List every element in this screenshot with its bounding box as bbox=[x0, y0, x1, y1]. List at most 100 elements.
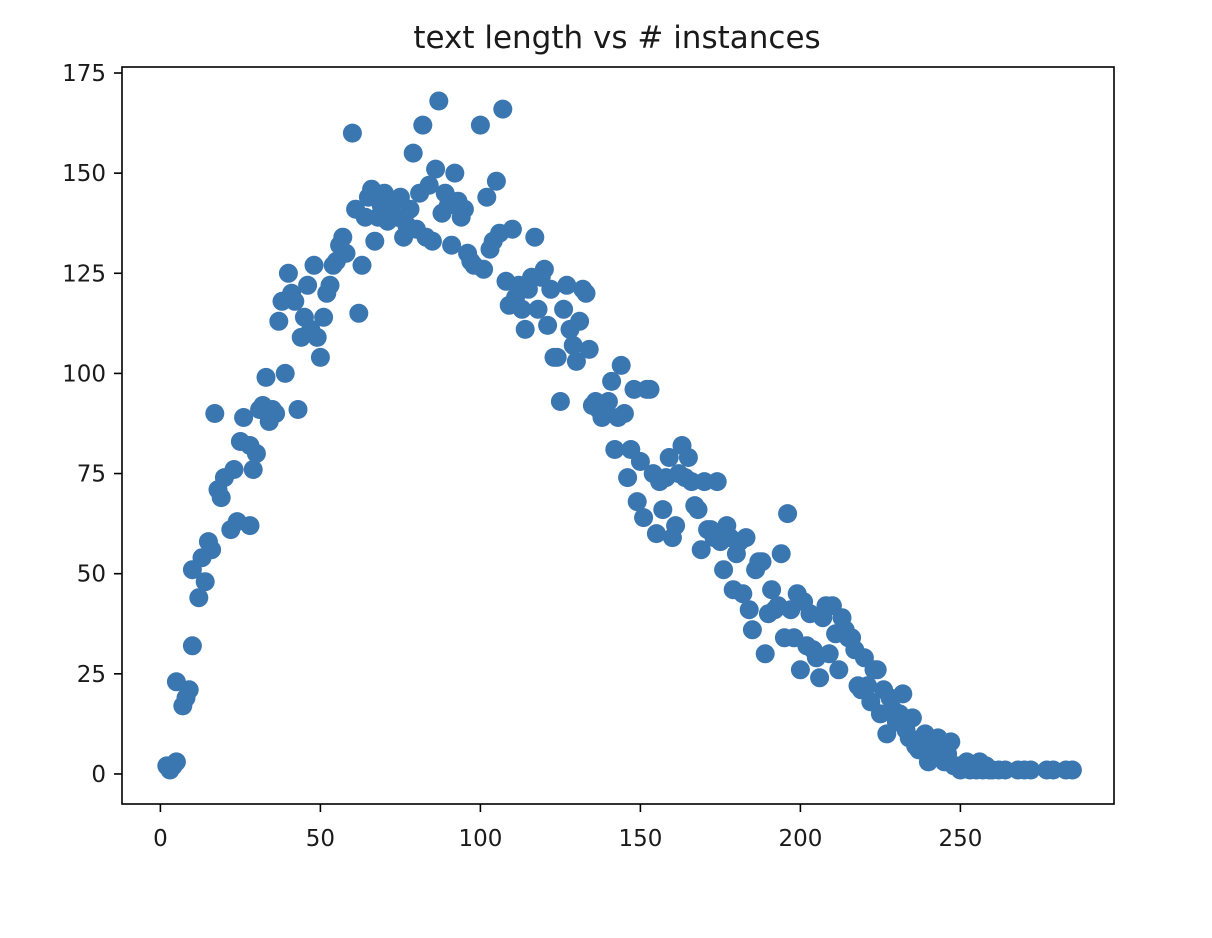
scatter-point bbox=[602, 371, 622, 391]
chart-title: text length vs # instances bbox=[413, 20, 820, 56]
scatter-point bbox=[810, 668, 830, 688]
scatter-point bbox=[243, 460, 263, 479]
scatter-point bbox=[547, 347, 567, 367]
scatter-point bbox=[640, 379, 660, 399]
x-tick-label: 100 bbox=[458, 826, 502, 852]
scatter-point bbox=[691, 540, 711, 560]
scatter-point bbox=[605, 440, 625, 459]
y-tick-label: 125 bbox=[62, 261, 106, 287]
scatter-point bbox=[320, 275, 340, 295]
scatter-point bbox=[288, 400, 308, 419]
x-tick-label: 0 bbox=[153, 826, 168, 852]
scatter-point bbox=[349, 303, 369, 323]
scatter-point bbox=[182, 636, 202, 656]
scatter-point bbox=[554, 299, 574, 319]
x-tick-label: 150 bbox=[618, 826, 662, 852]
scatter-point bbox=[422, 231, 442, 251]
scatter-point bbox=[790, 660, 810, 680]
scatter-point bbox=[278, 263, 298, 283]
scatter-point bbox=[646, 524, 666, 544]
scatter-point bbox=[179, 680, 199, 700]
scatter-point bbox=[707, 472, 727, 492]
x-tick-label: 200 bbox=[778, 826, 822, 852]
scatter-point bbox=[234, 408, 254, 427]
scatter-point bbox=[352, 255, 372, 275]
axes-layer: 0 50 100 150 200 250 0 25 50 75 100 125 150 175 bbox=[62, 61, 1115, 852]
scatter-point bbox=[867, 660, 887, 680]
scatter-point bbox=[566, 351, 586, 371]
scatter-point bbox=[550, 392, 570, 411]
scatter-point bbox=[413, 115, 433, 135]
scatter-point bbox=[762, 580, 782, 600]
scatter-point bbox=[470, 115, 490, 135]
scatter-point bbox=[733, 584, 753, 604]
scatter-point bbox=[275, 363, 295, 383]
scatter-point bbox=[365, 231, 385, 251]
scatter-point bbox=[419, 175, 439, 195]
scatter-points-layer bbox=[157, 91, 1082, 780]
scatter-point bbox=[678, 448, 698, 467]
scatter-point bbox=[534, 259, 554, 279]
scatter-point bbox=[285, 291, 305, 311]
scatter-point bbox=[336, 243, 356, 263]
scatter-point bbox=[445, 163, 465, 183]
scatter-point bbox=[829, 660, 849, 680]
scatter-point bbox=[314, 307, 334, 327]
y-tick-label: 25 bbox=[77, 662, 106, 688]
scatter-point bbox=[579, 339, 599, 359]
scatter-point bbox=[666, 516, 686, 536]
scatter-point bbox=[298, 275, 318, 295]
scatter-point bbox=[627, 492, 647, 512]
scatter-point bbox=[269, 311, 289, 331]
scatter-point bbox=[493, 99, 513, 119]
scatter-point bbox=[739, 600, 759, 620]
scatter-point bbox=[752, 552, 772, 572]
y-tick-label: 75 bbox=[77, 462, 106, 488]
scatter-point bbox=[611, 355, 631, 375]
scatter-point bbox=[333, 227, 353, 247]
scatter-point bbox=[442, 235, 462, 255]
scatter-point bbox=[512, 299, 532, 319]
scatter-point bbox=[166, 752, 186, 772]
scatter-point bbox=[688, 500, 708, 520]
scatter-point bbox=[246, 444, 266, 463]
scatter-point bbox=[778, 504, 798, 524]
scatter-point bbox=[525, 227, 545, 247]
scatter-point bbox=[1062, 760, 1082, 780]
scatter-point bbox=[256, 367, 276, 387]
scatter-point bbox=[736, 528, 756, 548]
scatter-point bbox=[477, 187, 497, 207]
scatter-point bbox=[528, 299, 548, 319]
plot-frame bbox=[121, 66, 1115, 805]
scatter-point bbox=[576, 283, 596, 303]
scatter-point bbox=[653, 500, 673, 520]
scatter-point bbox=[240, 516, 260, 536]
scatter-point bbox=[515, 319, 535, 339]
scatter-point bbox=[429, 91, 449, 111]
x-tick-label: 50 bbox=[306, 826, 335, 852]
scatter-point bbox=[618, 468, 638, 488]
scatter-point bbox=[211, 488, 231, 508]
y-tick-label: 150 bbox=[62, 161, 106, 187]
scatter-point bbox=[224, 460, 244, 479]
scatter-point bbox=[403, 143, 423, 163]
scatter-point bbox=[538, 315, 558, 335]
scatter-point bbox=[771, 544, 791, 564]
y-tick-label: 175 bbox=[62, 61, 106, 87]
scatter-point bbox=[189, 588, 209, 608]
scatter-point bbox=[266, 404, 286, 423]
scatter-point bbox=[614, 404, 634, 423]
scatter-point bbox=[858, 676, 878, 696]
y-tick-label: 0 bbox=[91, 762, 106, 788]
scatter-point bbox=[486, 171, 506, 191]
scatter-point bbox=[202, 540, 222, 560]
scatter-point bbox=[714, 560, 734, 580]
scatter-point bbox=[307, 327, 327, 347]
scatter-point bbox=[598, 392, 618, 411]
scatter-point bbox=[634, 508, 654, 528]
scatter-point bbox=[541, 279, 561, 299]
scatter-point bbox=[570, 311, 590, 331]
scatter-point bbox=[630, 452, 650, 471]
